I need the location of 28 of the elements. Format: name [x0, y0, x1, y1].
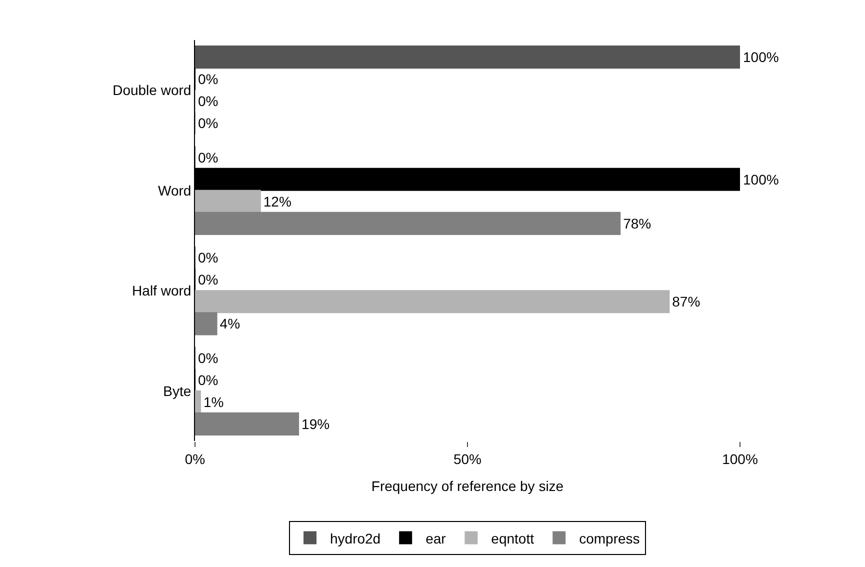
x-tick-label: 0%	[184, 450, 206, 467]
data-label: 0%	[198, 350, 218, 366]
data-label: 0%	[198, 149, 218, 166]
data-label: 0%	[198, 93, 218, 110]
data-label: 0%	[198, 71, 218, 88]
data-label: 12%	[263, 193, 292, 210]
y-tick-label: Byte	[163, 382, 192, 399]
data-label: 0%	[198, 115, 218, 132]
legend-label: compress	[579, 530, 640, 546]
x-tick-label: 50%	[453, 450, 482, 467]
data-label: 4%	[220, 316, 240, 332]
legend-label: hydro2d	[330, 530, 381, 546]
data-label: 1%	[203, 394, 224, 410]
data-label: 0%	[198, 372, 218, 388]
legend-label: ear	[426, 530, 446, 546]
y-tick-label: Double word	[112, 82, 192, 98]
data-label: 100%	[743, 171, 779, 188]
data-label: 87%	[672, 294, 700, 310]
x-axis-title: Frequency of reference by size	[371, 478, 564, 494]
y-tick-label: Half word	[132, 282, 192, 299]
data-label: 19%	[302, 416, 330, 432]
legend-label: eqntott	[491, 530, 534, 546]
y-tick-label: Word	[158, 182, 192, 198]
data-label: 78%	[623, 215, 652, 232]
data-label: 0%	[198, 272, 218, 288]
data-label: 100%	[743, 49, 779, 66]
data-label: 0%	[198, 250, 218, 266]
x-tick-label: 100%	[722, 450, 758, 467]
